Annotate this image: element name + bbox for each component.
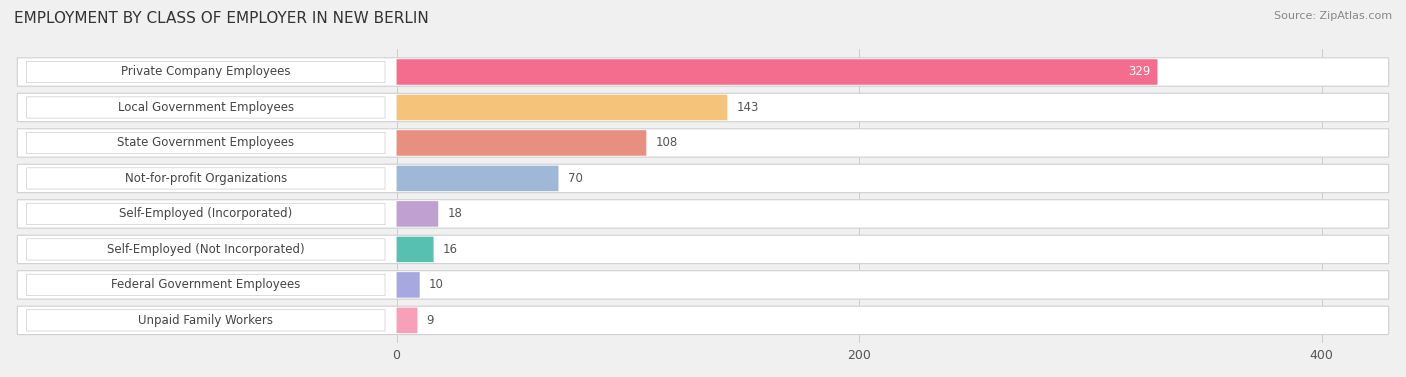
FancyBboxPatch shape	[17, 58, 1389, 86]
Text: Source: ZipAtlas.com: Source: ZipAtlas.com	[1274, 11, 1392, 21]
FancyBboxPatch shape	[396, 166, 558, 191]
FancyBboxPatch shape	[396, 201, 439, 227]
FancyBboxPatch shape	[17, 93, 1389, 122]
Text: 70: 70	[568, 172, 582, 185]
FancyBboxPatch shape	[27, 274, 385, 296]
Text: 18: 18	[447, 207, 463, 221]
Text: 108: 108	[655, 136, 678, 149]
FancyBboxPatch shape	[396, 95, 727, 120]
FancyBboxPatch shape	[27, 97, 385, 118]
Text: Self-Employed (Not Incorporated): Self-Employed (Not Incorporated)	[107, 243, 305, 256]
FancyBboxPatch shape	[396, 272, 420, 298]
Text: EMPLOYMENT BY CLASS OF EMPLOYER IN NEW BERLIN: EMPLOYMENT BY CLASS OF EMPLOYER IN NEW B…	[14, 11, 429, 26]
Text: Local Government Employees: Local Government Employees	[118, 101, 294, 114]
Text: Not-for-profit Organizations: Not-for-profit Organizations	[125, 172, 287, 185]
FancyBboxPatch shape	[17, 129, 1389, 157]
FancyBboxPatch shape	[396, 308, 418, 333]
FancyBboxPatch shape	[17, 200, 1389, 228]
FancyBboxPatch shape	[17, 306, 1389, 334]
Text: State Government Employees: State Government Employees	[117, 136, 294, 149]
Text: Federal Government Employees: Federal Government Employees	[111, 278, 301, 291]
Text: Private Company Employees: Private Company Employees	[121, 66, 291, 78]
Text: 9: 9	[426, 314, 434, 327]
FancyBboxPatch shape	[396, 237, 433, 262]
FancyBboxPatch shape	[27, 61, 385, 83]
FancyBboxPatch shape	[27, 203, 385, 225]
FancyBboxPatch shape	[27, 168, 385, 189]
FancyBboxPatch shape	[27, 239, 385, 260]
FancyBboxPatch shape	[17, 164, 1389, 193]
FancyBboxPatch shape	[17, 271, 1389, 299]
Text: Self-Employed (Incorporated): Self-Employed (Incorporated)	[120, 207, 292, 221]
FancyBboxPatch shape	[17, 235, 1389, 264]
Text: Unpaid Family Workers: Unpaid Family Workers	[138, 314, 273, 327]
Text: 329: 329	[1128, 66, 1150, 78]
Text: 16: 16	[443, 243, 458, 256]
FancyBboxPatch shape	[396, 130, 647, 156]
FancyBboxPatch shape	[396, 59, 1157, 85]
FancyBboxPatch shape	[27, 310, 385, 331]
Text: 10: 10	[429, 278, 444, 291]
Text: 143: 143	[737, 101, 759, 114]
FancyBboxPatch shape	[27, 132, 385, 153]
